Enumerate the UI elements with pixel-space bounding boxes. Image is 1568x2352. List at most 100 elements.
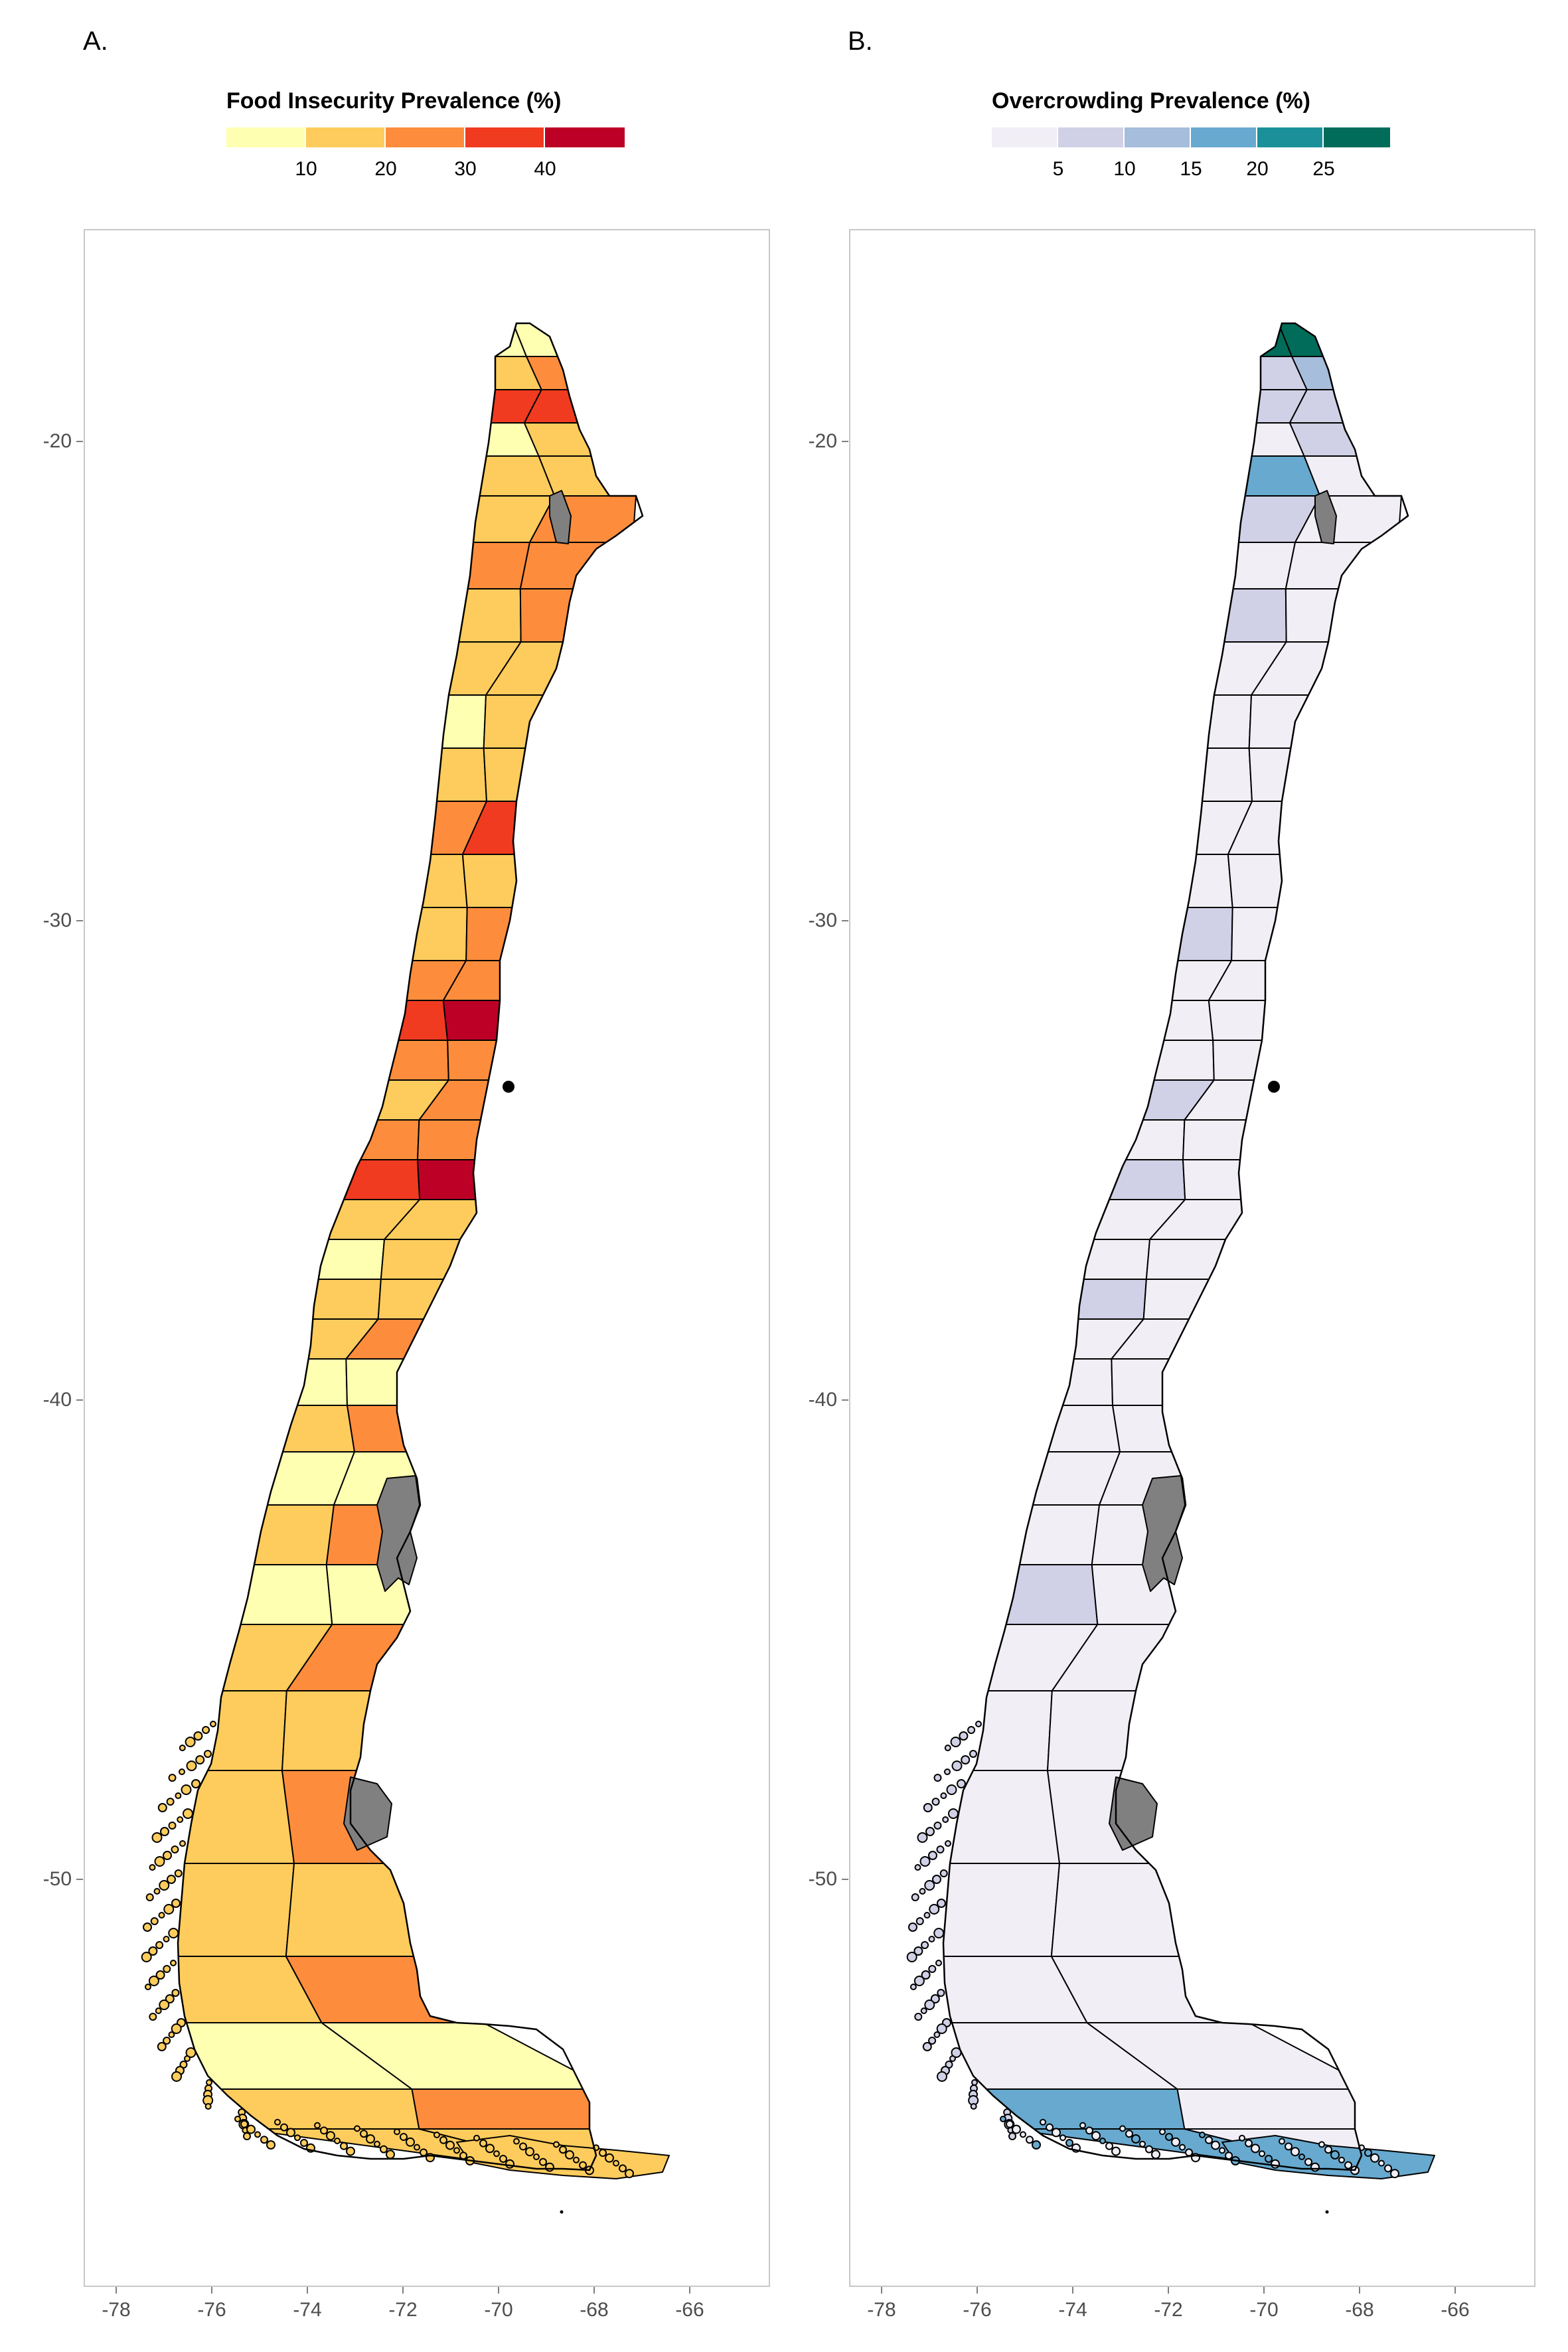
island [957, 1779, 966, 1788]
legend-swatch [1191, 127, 1257, 147]
region [440, 542, 530, 589]
region [461, 854, 542, 908]
island [153, 1888, 161, 1895]
island [931, 1798, 940, 1806]
island [171, 1899, 181, 1908]
region [1285, 588, 1366, 643]
island [155, 1970, 165, 1980]
island [366, 2134, 375, 2144]
x-tick-mark [211, 2287, 212, 2294]
island [179, 1745, 186, 1751]
island [924, 1880, 935, 1891]
x-tick-label: -72 [1154, 2299, 1183, 2321]
island [202, 1726, 210, 1734]
island [149, 2013, 157, 2021]
panel-b-choropleth [906, 322, 1435, 2214]
region [1091, 1564, 1196, 1625]
island [499, 2155, 507, 2163]
legend-swatch [226, 127, 306, 147]
island [935, 1960, 942, 1966]
panel-a-choropleth [141, 322, 670, 2214]
island [1324, 2146, 1332, 2154]
y-tick-label: -40 [808, 1389, 837, 1411]
region [1180, 694, 1252, 749]
island [1338, 2156, 1345, 2163]
island [971, 2079, 978, 2086]
region [1099, 1119, 1186, 1160]
island [159, 1880, 170, 1891]
island [254, 2131, 261, 2138]
island [919, 1888, 926, 1895]
legend-swatch [386, 127, 465, 147]
island [937, 2071, 947, 2082]
legend-tick-label: 5 [1052, 158, 1064, 180]
region [1050, 1956, 1249, 2023]
island [280, 2123, 288, 2132]
island [163, 2037, 171, 2045]
legend-swatch [465, 127, 545, 147]
region [979, 1564, 1099, 1625]
island [294, 2134, 301, 2142]
island [163, 1936, 170, 1942]
island [1111, 2146, 1121, 2156]
island [936, 2023, 947, 2034]
island [919, 1856, 931, 1867]
island [185, 1737, 196, 1747]
island [340, 2142, 348, 2150]
y-tick-label: -20 [42, 430, 72, 452]
region [213, 1564, 333, 1625]
island [948, 1808, 959, 1819]
island [195, 1755, 205, 1764]
x-tick-mark [1263, 2287, 1265, 2294]
island [1131, 2134, 1140, 2144]
island [1000, 2116, 1006, 2122]
x-tick-mark [307, 2287, 308, 2294]
region [410, 747, 487, 802]
island [1139, 2140, 1146, 2148]
y-tick-mark [76, 441, 83, 442]
island [1304, 2157, 1312, 2166]
santiago-cluster [503, 1081, 514, 1093]
island [453, 2147, 460, 2154]
region [1050, 1863, 1206, 1957]
region [1227, 854, 1307, 908]
island [380, 2145, 388, 2154]
island [1291, 2147, 1300, 2157]
island [923, 1912, 931, 1919]
island [157, 2042, 167, 2051]
y-tick-mark [842, 441, 848, 442]
island [1259, 2150, 1265, 2157]
island [168, 1822, 177, 1830]
no-data-region [1314, 490, 1337, 544]
region [227, 1504, 335, 1565]
region [415, 694, 487, 749]
island [243, 2132, 251, 2140]
island [400, 2133, 408, 2141]
island [1318, 2141, 1325, 2148]
island [163, 1965, 171, 1973]
island [320, 2126, 328, 2135]
island [975, 1721, 982, 1727]
island [605, 2153, 614, 2163]
region [431, 588, 522, 643]
island [159, 1999, 170, 2010]
island [170, 1960, 177, 1966]
island [1032, 2140, 1041, 2150]
region [1082, 1159, 1186, 1200]
region [291, 1239, 385, 1280]
island [163, 1851, 172, 1860]
island [937, 1899, 946, 1908]
island [921, 1970, 931, 1980]
region [347, 1405, 433, 1452]
island [945, 1840, 951, 1847]
region [1160, 854, 1233, 908]
region [1021, 1405, 1121, 1452]
island [1046, 2123, 1054, 2132]
y-tick-mark [842, 1879, 848, 1880]
island [1378, 2159, 1385, 2167]
island [246, 2124, 256, 2134]
island [961, 1755, 971, 1764]
island [915, 1917, 924, 1925]
island [1012, 2124, 1021, 2134]
island [959, 1731, 969, 1741]
